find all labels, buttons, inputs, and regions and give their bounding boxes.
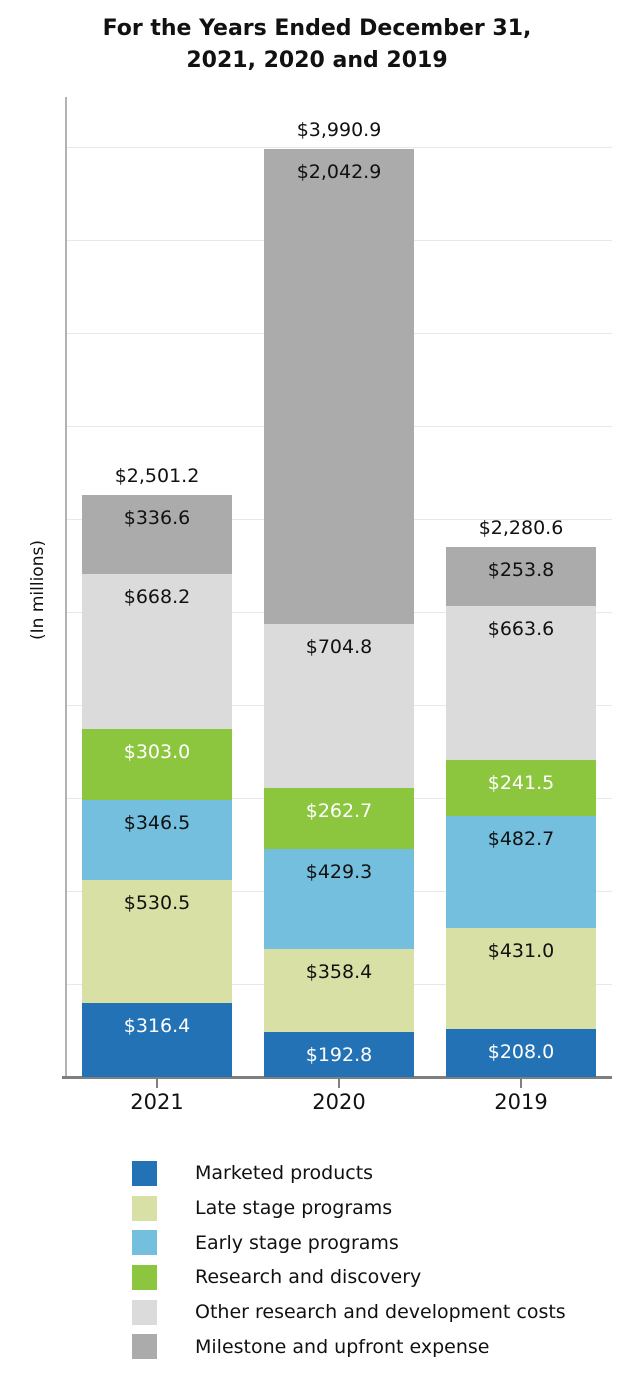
y-axis-line [65,97,67,1078]
bar-segment-value-label: $336.6 [123,507,191,530]
legend-swatch [132,1299,157,1325]
legend-swatch [132,1334,157,1360]
bar-segment: $241.5 [446,760,596,817]
bar-segment: $253.8 [446,546,596,606]
legend-swatch [132,1230,157,1256]
bar-segment-value-label: $303.0 [123,741,191,764]
x-axis-tick [520,1079,522,1088]
chart-title: For the Years Ended December 31, 2021, 2… [0,13,634,77]
legend-label: Other research and development costs [195,1301,566,1324]
x-axis-line [62,1076,612,1079]
legend-swatch [132,1195,157,1221]
bar-segment-value-label: $704.8 [305,636,373,659]
legend: Marketed products Late stage programs Earl… [132,1156,566,1364]
bar-segment: $346.5 [82,799,232,881]
bar-segment: $663.6 [446,605,596,761]
gridline [66,147,612,148]
bar-segment-value-label: $429.3 [305,861,373,884]
bar-segment-value-label: $358.4 [305,960,373,983]
bar-segment-value-label: $346.5 [123,811,191,834]
bar-segment-value-label: $482.7 [487,828,555,851]
x-axis-tick [156,1079,158,1088]
legend-label: Milestone and upfront expense [195,1335,490,1358]
legend-swatch [132,1264,157,1290]
bar-segment: $2,042.9 [264,149,414,625]
legend-item: Research and discovery [132,1260,566,1295]
bar-segment: $704.8 [264,624,414,788]
bar-segment-value-label: $530.5 [123,892,191,915]
bar-segment: $208.0 [446,1028,596,1077]
bar-segment: $530.5 [82,880,232,1004]
legend-label: Research and discovery [195,1266,422,1289]
bar-segment-value-label: $316.4 [123,1015,191,1038]
legend-label: Late stage programs [195,1197,393,1220]
legend-item: Other research and development costs [132,1295,566,1330]
legend-swatch [132,1160,157,1186]
bar-segment: $358.4 [264,948,414,1033]
bar-segment: $431.0 [446,928,596,1029]
x-axis-tick [338,1079,340,1088]
bar-segment: $192.8 [264,1032,414,1077]
legend-label: Early stage programs [195,1231,399,1254]
bar-segment-value-label: $262.7 [305,799,373,822]
chart-title-line-1: For the Years Ended December 31, [102,16,532,41]
bar-segment-value-label: $253.8 [487,558,555,581]
bar-segment-value-label: $668.2 [123,585,191,608]
legend-item: Late stage programs [132,1191,566,1226]
bar-segment: $482.7 [446,816,596,929]
legend-label: Marketed products [195,1162,374,1185]
bar-total-label: $2,501.2 [114,465,200,488]
chart-title-line-2: 2021, 2020 and 2019 [186,48,448,73]
bar-segment-value-label: $2,042.9 [296,161,382,184]
bar-segment-value-label: $663.6 [487,617,555,640]
legend-item: Marketed products [132,1156,566,1191]
legend-item: Milestone and upfront expense [132,1329,566,1364]
bar-segment: $316.4 [82,1003,232,1077]
bar-segment: $336.6 [82,495,232,574]
bar-total-label: $2,280.6 [478,516,564,539]
bar-total-label: $3,990.9 [296,119,382,142]
bar-segment-value-label: $192.8 [305,1044,373,1067]
y-axis-title: (In millions) [28,540,48,640]
x-tick-label: 2021 [130,1090,184,1114]
bar-segment: $262.7 [264,787,414,850]
bar-segment: $429.3 [264,849,414,949]
bar-segment-value-label: $208.0 [487,1040,555,1063]
x-tick-label: 2019 [494,1090,548,1114]
bar-segment-value-label: $241.5 [487,772,555,795]
x-tick-label: 2020 [312,1090,366,1114]
legend-item: Early stage programs [132,1225,566,1260]
bar-segment: $303.0 [82,729,232,800]
bar-segment: $668.2 [82,573,232,730]
bar-segment-value-label: $431.0 [487,940,555,963]
